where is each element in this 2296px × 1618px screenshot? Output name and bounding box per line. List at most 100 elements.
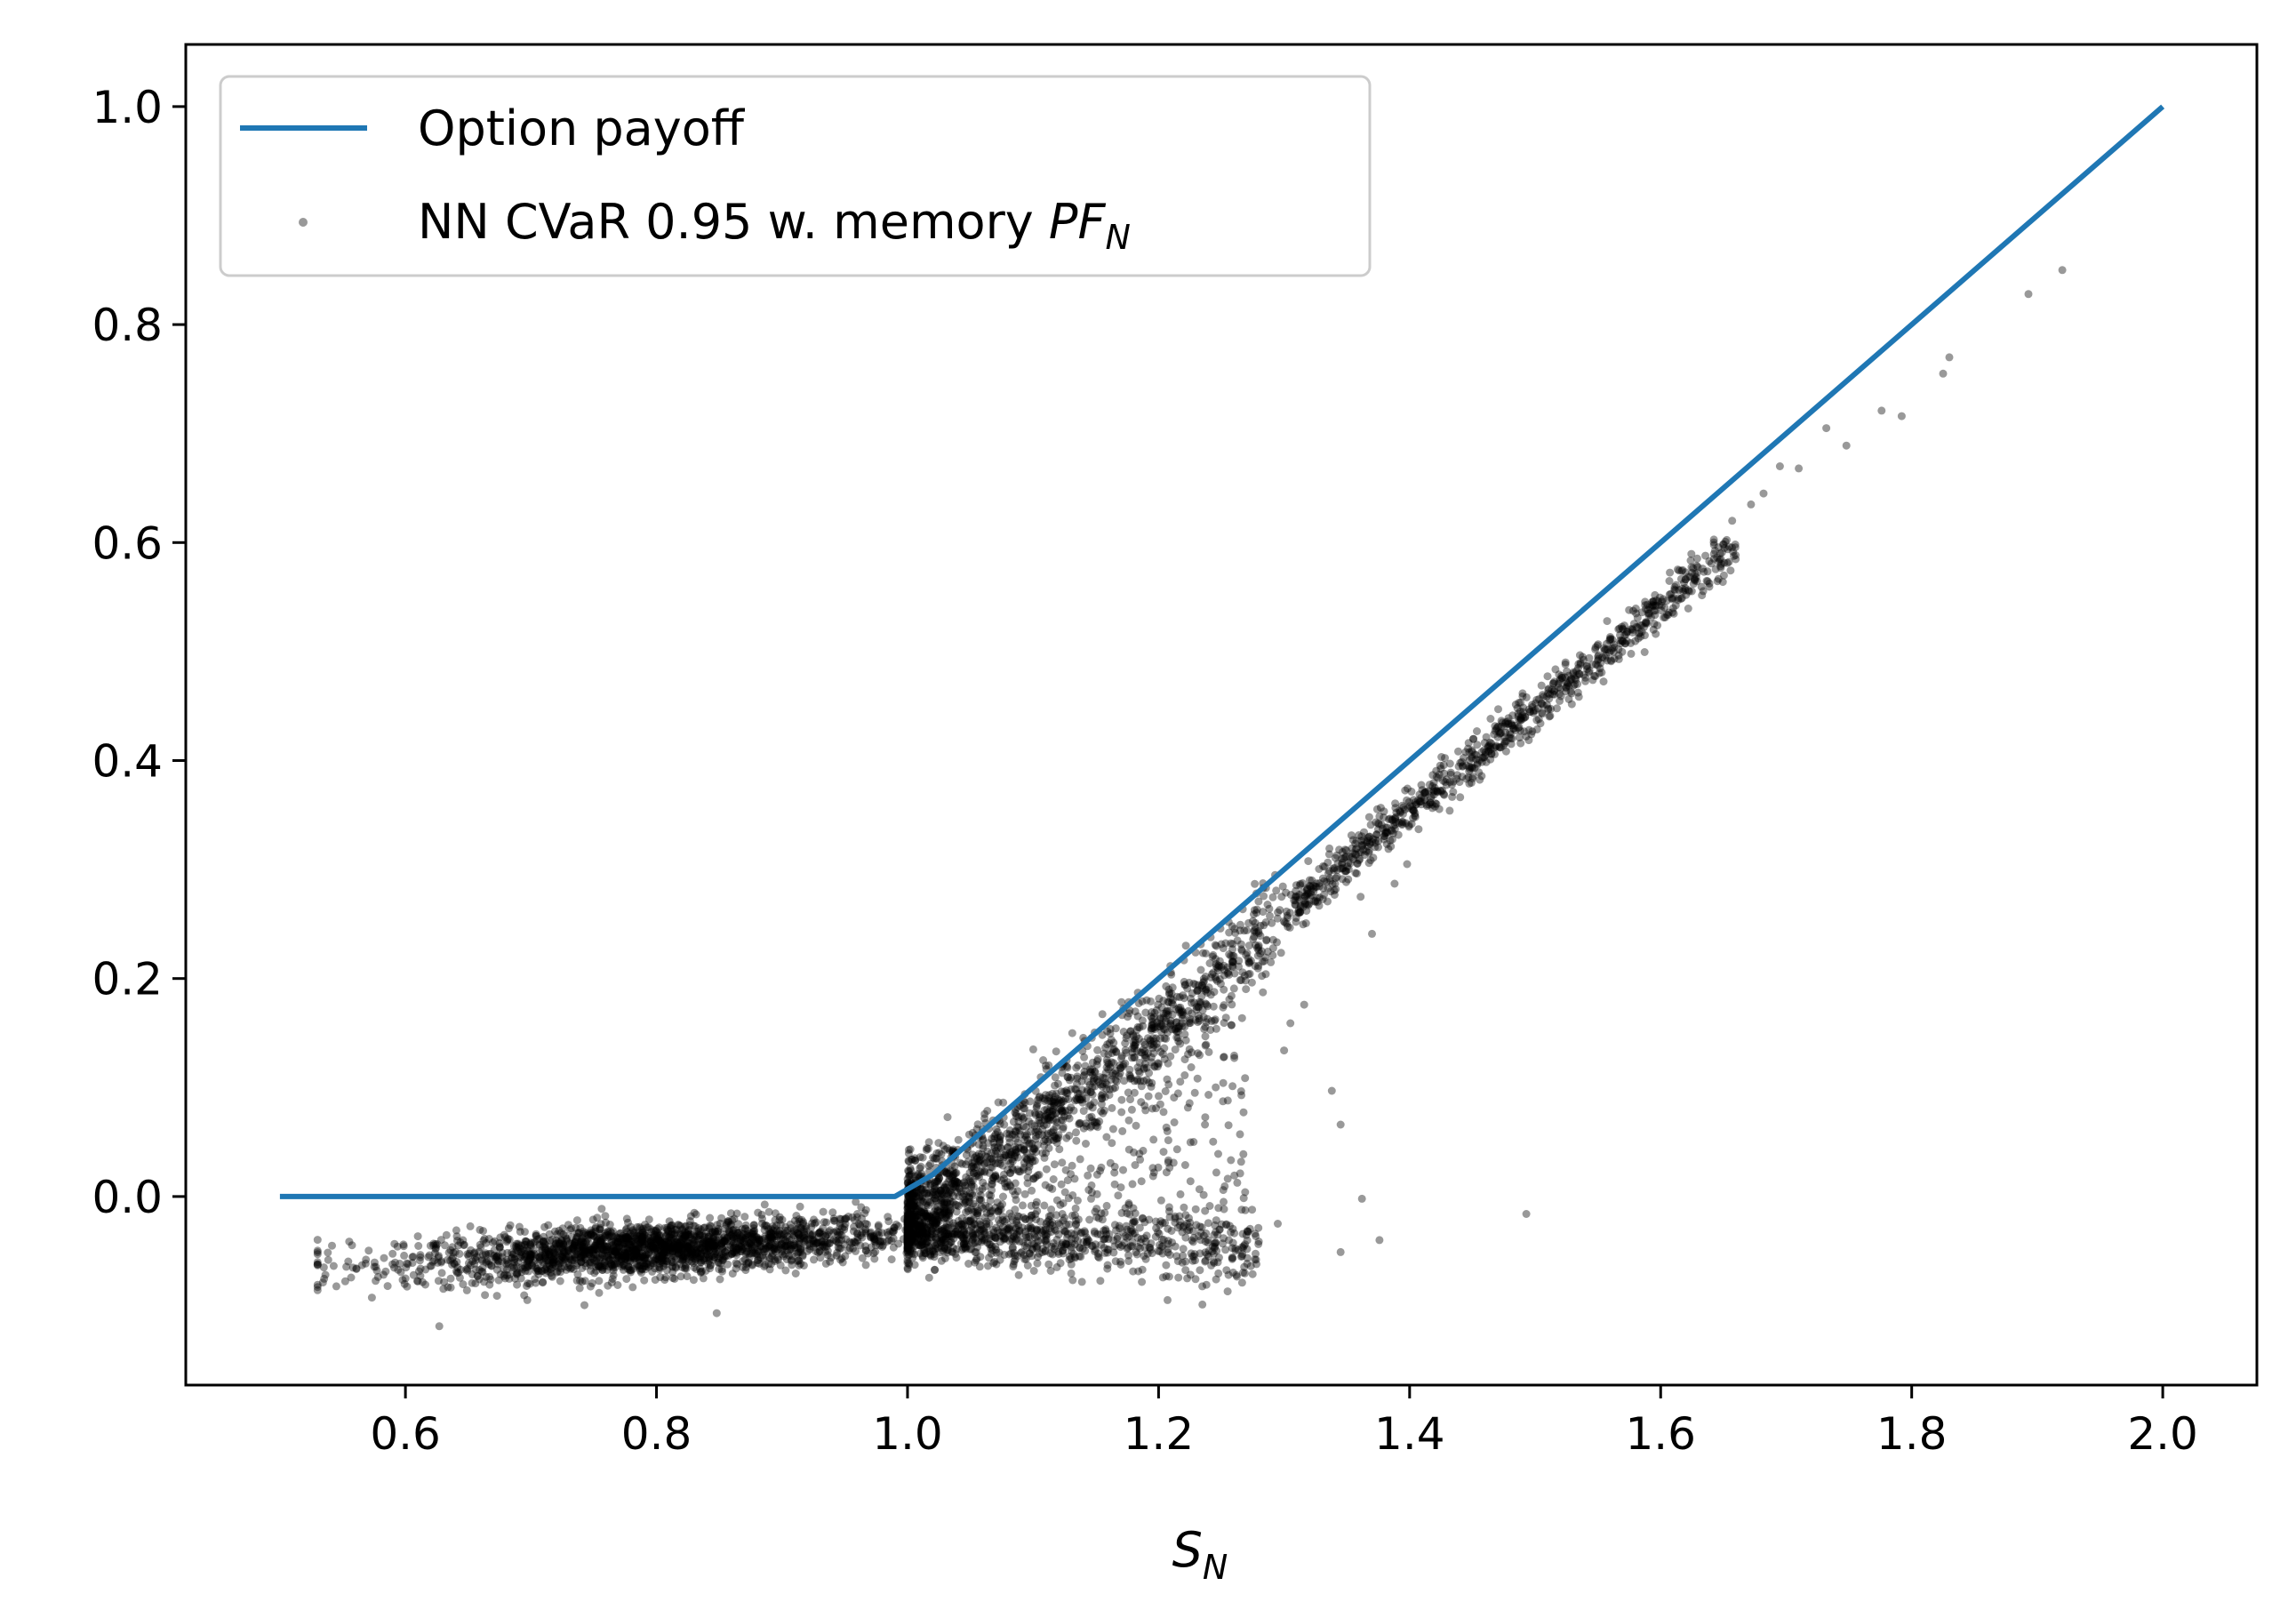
scatter-point	[617, 1251, 626, 1260]
scatter-point	[789, 1227, 798, 1235]
scatter-point	[1050, 1225, 1059, 1234]
scatter-point	[596, 1262, 604, 1270]
scatter-point	[1189, 1233, 1198, 1242]
scatter-point	[767, 1252, 776, 1261]
scatter-point	[453, 1237, 461, 1245]
scatter-point	[1213, 1230, 1222, 1239]
scatter-point	[643, 1250, 652, 1259]
scatter-point	[971, 1258, 980, 1267]
scatter-point	[663, 1245, 672, 1254]
scatter-point	[473, 1271, 482, 1280]
scatter-point	[853, 1233, 862, 1242]
scatter-point	[1241, 1205, 1250, 1214]
scatter-point	[685, 1217, 694, 1226]
scatter-point	[313, 1236, 322, 1245]
scatter-point	[1178, 1258, 1187, 1267]
scatter-point	[764, 1230, 773, 1238]
scatter-point	[791, 1270, 800, 1278]
scatter-point	[1236, 1253, 1245, 1261]
scatter-point	[734, 1220, 743, 1229]
scatter-point	[776, 1261, 785, 1270]
scatter-point	[454, 1241, 463, 1250]
scatter-point	[361, 1259, 370, 1268]
scatter-point	[1324, 850, 1333, 859]
scatter-point	[344, 1257, 353, 1266]
scatter-point	[905, 1251, 914, 1260]
scatter-point	[459, 1236, 468, 1245]
scatter-point	[539, 1278, 547, 1286]
scatter-point	[534, 1270, 543, 1278]
scatter-point	[503, 1258, 512, 1267]
scatter-point	[683, 1238, 692, 1246]
scatter-point	[1428, 781, 1436, 790]
scatter-point	[600, 1252, 609, 1261]
scatter-point	[761, 1244, 770, 1253]
scatter-point	[324, 1255, 332, 1264]
scatter-point	[1330, 863, 1339, 872]
scatter-point	[510, 1254, 519, 1263]
scatter-point	[1719, 571, 1728, 580]
scatter-point	[732, 1226, 740, 1235]
scatter-point	[1276, 949, 1285, 957]
scatter-point	[1060, 1243, 1069, 1252]
scatter-point	[513, 1270, 521, 1278]
scatter-point	[1084, 1171, 1092, 1180]
scatter-point	[1111, 1257, 1120, 1266]
scatter-point	[647, 1243, 656, 1252]
scatter-point	[1068, 1029, 1076, 1037]
scatter-point	[999, 1098, 1008, 1107]
scatter-point	[954, 1135, 963, 1144]
scatter-point	[661, 1260, 670, 1269]
scatter-point	[668, 1230, 676, 1238]
scatter-point	[557, 1236, 566, 1245]
scatter-point	[403, 1282, 412, 1291]
scatter-point	[986, 1240, 995, 1249]
scatter-point	[372, 1262, 380, 1271]
scatter-point	[453, 1263, 462, 1272]
scatter-point	[597, 1235, 606, 1244]
scatter-point	[456, 1238, 465, 1246]
scatter-point	[690, 1263, 699, 1272]
scatter-point	[436, 1258, 445, 1267]
scatter-point	[683, 1272, 692, 1281]
scatter-point	[1212, 1246, 1221, 1255]
scatter-point	[884, 1213, 892, 1222]
scatter-point	[665, 1246, 674, 1255]
scatter-point	[524, 1262, 532, 1270]
scatter-point	[464, 1259, 473, 1268]
scatter-point	[580, 1244, 589, 1253]
scatter-point	[808, 1219, 817, 1228]
scatter-point	[701, 1267, 710, 1275]
scatter-point	[772, 1221, 781, 1230]
scatter-point	[619, 1248, 628, 1257]
scatter-point	[1335, 845, 1344, 854]
scatter-point	[676, 1246, 685, 1254]
scatter-point	[620, 1240, 628, 1248]
scatter-point	[620, 1253, 628, 1262]
scatter-point	[668, 1262, 677, 1270]
scatter-point	[468, 1270, 476, 1278]
scatter-point	[1068, 1276, 1077, 1285]
scatter-point	[1004, 1142, 1012, 1151]
scatter-point	[380, 1254, 388, 1262]
scatter-point	[1476, 775, 1484, 784]
scatter-point	[681, 1245, 690, 1254]
scatter-point	[631, 1246, 640, 1254]
scatter-point	[644, 1215, 653, 1224]
scatter-point	[668, 1224, 676, 1233]
scatter-point	[1376, 804, 1385, 813]
scatter-point	[663, 1246, 672, 1254]
scatter-point	[1364, 859, 1373, 868]
scatter-point	[482, 1250, 491, 1259]
scatter-point	[732, 1231, 740, 1240]
scatter-point	[597, 1205, 606, 1214]
scatter-point	[1220, 1197, 1228, 1206]
scatter-point	[683, 1239, 692, 1248]
scatter-point	[367, 1294, 376, 1302]
scatter-point	[719, 1255, 728, 1264]
scatter-point	[903, 1238, 912, 1246]
scatter-point	[370, 1262, 379, 1271]
scatter-point	[822, 1218, 831, 1227]
scatter-point	[1627, 638, 1635, 647]
scatter-point	[691, 1250, 700, 1259]
